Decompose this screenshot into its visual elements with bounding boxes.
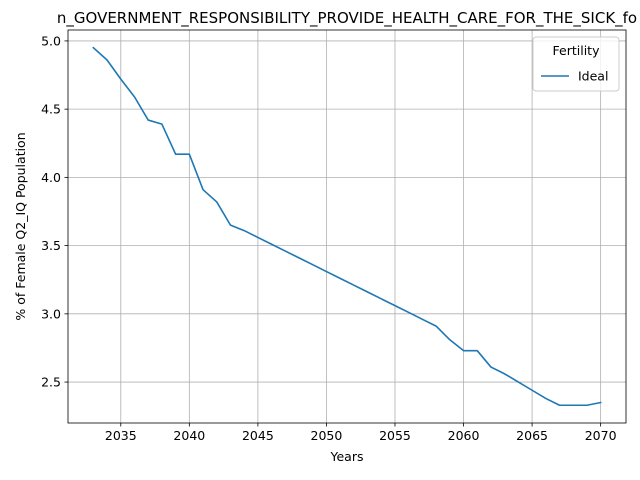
x-tick-label: 2065 bbox=[516, 428, 548, 443]
legend-label-ideal: Ideal bbox=[578, 69, 608, 84]
x-tick-label: 2050 bbox=[311, 428, 343, 443]
x-tick-label: 2040 bbox=[173, 428, 205, 443]
y-tick-label: 4.0 bbox=[41, 170, 61, 185]
grid bbox=[68, 30, 626, 423]
y-tick-label: 5.0 bbox=[41, 33, 61, 48]
plot-area bbox=[67, 29, 627, 424]
legend-box bbox=[532, 36, 620, 92]
x-tick-label: 2060 bbox=[448, 428, 480, 443]
legend-title: Fertility bbox=[553, 43, 601, 58]
x-tick-label: 2045 bbox=[242, 428, 274, 443]
y-axis-label: % of Female Q2_IQ Population bbox=[13, 132, 28, 320]
x-tick-label: 2070 bbox=[585, 428, 617, 443]
chart-title: n_GOVERNMENT_RESPONSIBILITY_PROVIDE_HEAL… bbox=[57, 9, 637, 28]
y-tick-label: 2.5 bbox=[41, 375, 61, 390]
y-tick-label: 4.5 bbox=[41, 102, 61, 117]
series-layer bbox=[92, 46, 602, 407]
ticks: 2035 2040 2045 2050 2055 2060 2065 2070 2.5 3.0 3.… bbox=[41, 33, 616, 443]
x-axis-label: Years bbox=[330, 449, 364, 464]
series-line-ideal bbox=[92, 46, 602, 407]
x-tick-label: 2055 bbox=[379, 428, 411, 443]
x-tick-label: 2035 bbox=[105, 428, 137, 443]
y-tick-label: 3.0 bbox=[41, 306, 61, 321]
y-tick-label: 3.5 bbox=[41, 238, 61, 253]
legend: Fertility Ideal bbox=[532, 36, 620, 92]
